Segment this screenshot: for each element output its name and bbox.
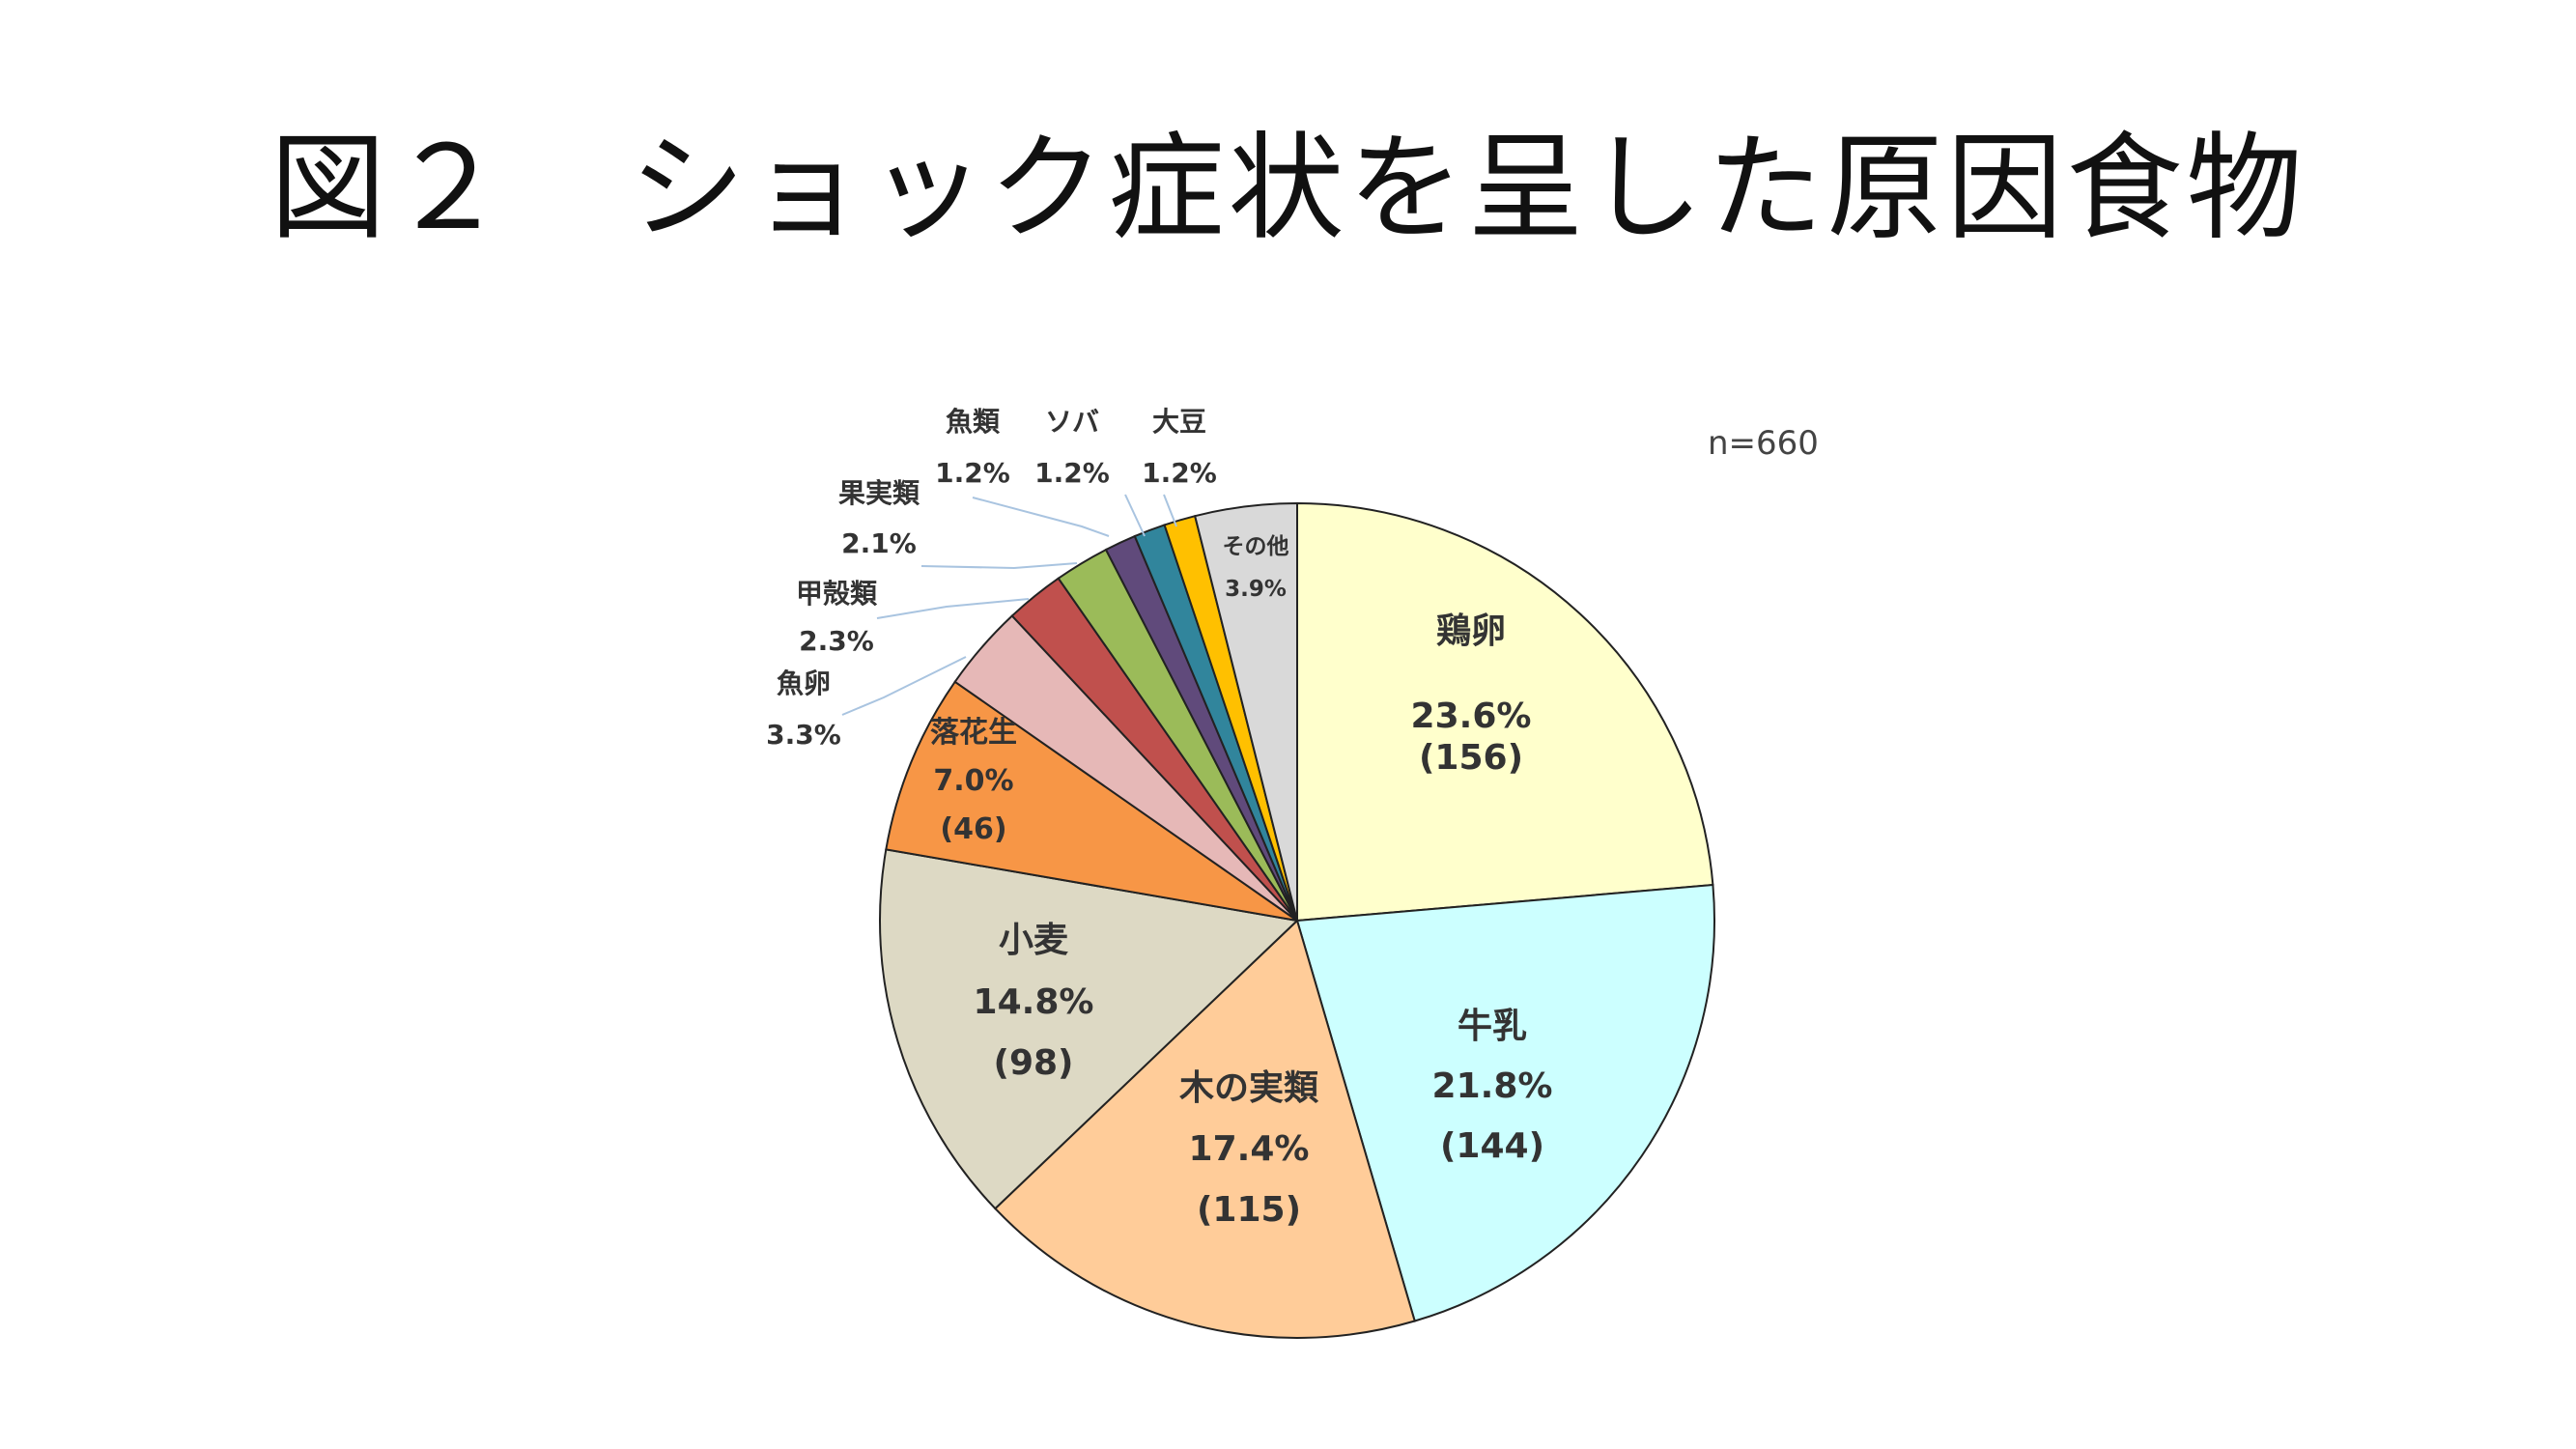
slice-percent-9: 1.2%: [935, 457, 1010, 489]
leader-line-8: [920, 562, 1078, 570]
slice-label-11: 大豆: [1152, 406, 1206, 438]
slice-percent-12: 3.9%: [1225, 577, 1287, 602]
pie-slice-5: [885, 680, 1298, 922]
slice-label-12: その他: [1223, 534, 1289, 559]
slice-percent-8: 2.1%: [841, 527, 917, 559]
pie-slice-3: [993, 919, 1416, 1339]
slice-label-3: 木の実類: [1179, 1068, 1319, 1108]
pie-slice-4: [879, 848, 1300, 1210]
slice-percent-6: 3.3%: [766, 719, 841, 751]
slice-percent-4: 14.8%: [974, 982, 1094, 1022]
slice-count-2: (144): [1440, 1126, 1544, 1166]
pie-slice-2: [1295, 883, 1715, 1322]
slice-label-8: 果実類: [838, 477, 920, 509]
slice-count-1: (156): [1419, 738, 1523, 778]
chart-title: 図２ ショック症状を呈した原因食物: [269, 122, 2307, 256]
slice-label-2: 牛乳: [1458, 1007, 1527, 1046]
pie-slice-1: [1296, 501, 1714, 923]
leader-line-6: [841, 656, 967, 716]
leader-line-11: [1163, 494, 1177, 527]
slice-count-3: (115): [1197, 1190, 1301, 1230]
leader-line-10: [1124, 494, 1146, 537]
pie-slices: [879, 501, 1715, 1339]
slice-label-9: 魚類: [946, 406, 1001, 438]
leader-line-7: [876, 598, 1030, 619]
slice-percent-10: 1.2%: [1034, 457, 1110, 489]
slice-label-7: 甲殻類: [796, 578, 878, 610]
slice-label-5: 落花生: [930, 716, 1017, 750]
slice-count-5: (46): [940, 812, 1006, 846]
slice-percent-3: 17.4%: [1189, 1129, 1310, 1169]
slice-count-4: (98): [993, 1043, 1073, 1083]
slice-percent-1: 23.6%: [1411, 696, 1532, 736]
slice-label-10: ソバ: [1045, 406, 1099, 438]
leader-lines: [841, 494, 1177, 716]
pie-slice-12: [1193, 501, 1298, 922]
slice-label-4: 小麦: [999, 921, 1068, 960]
slice-percent-5: 7.0%: [933, 764, 1013, 798]
sample-size-annotation: n=660: [1708, 424, 1819, 463]
slice-labels: 鶏卵 23.6%(156) 牛乳 21.8% (144) 木の実類 17.4% (115) 小麦…: [766, 406, 1552, 1230]
slice-percent-2: 21.8%: [1432, 1066, 1553, 1106]
slice-percent-11: 1.2%: [1142, 457, 1217, 489]
slice-label-1: 鶏卵: [1436, 611, 1506, 651]
leader-line-9: [972, 497, 1110, 537]
slice-percent-7: 2.3%: [799, 625, 874, 657]
slice-label-6: 魚卵: [777, 668, 831, 699]
